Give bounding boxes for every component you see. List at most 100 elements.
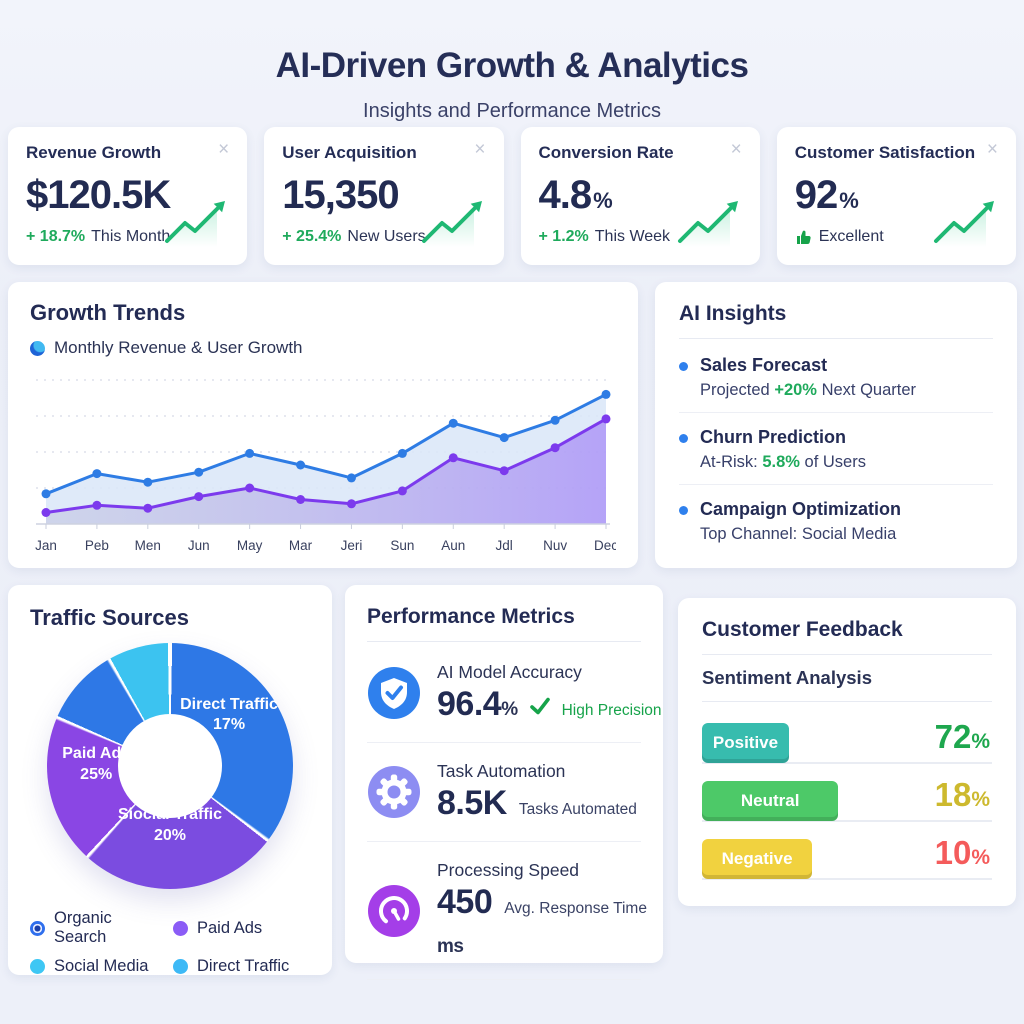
kpi-delta: + 25.4% xyxy=(282,228,342,245)
insight-desc: Projected +20% Next Quarter xyxy=(700,381,917,399)
card-title-customer-feedback: Customer Feedback xyxy=(702,618,903,641)
gauge-icon xyxy=(368,884,420,937)
kpi-value: 15,350 xyxy=(282,173,399,217)
traffic-legend: Organic Search Paid Ads Social Media Dir… xyxy=(30,909,310,976)
card-title-ai-insights: AI Insights xyxy=(679,302,787,325)
kpi-title: User Acquisition xyxy=(282,143,417,162)
bar-track xyxy=(702,878,992,880)
page-header: AI-Driven Growth & Analytics Insights an… xyxy=(0,18,1024,123)
sentiment-value: 72% xyxy=(934,718,990,755)
card-title-performance-metrics: Performance Metrics xyxy=(367,605,575,628)
kpi-card-revenue-growth: Revenue Growth × $120.5K + 18.7% This Mo… xyxy=(8,127,248,265)
growth-line-chart: Jan Peb Men Jun May Mar Jeri Sun Aun Jdl Nuv Dec xyxy=(30,362,618,565)
sentiment-value: 10% xyxy=(934,834,990,871)
kpi-card-conversion-rate: Conversion Rate × 4.8% + 1.2% This Week xyxy=(520,127,760,265)
svg-text:Mar: Mar xyxy=(289,538,313,553)
legend-dot-icon xyxy=(173,959,188,974)
close-icon[interactable]: × xyxy=(218,139,230,160)
sentiment-row: Neutral 18% xyxy=(702,772,992,830)
metric-title: Task Automation xyxy=(437,761,566,781)
legend-item-social-media: Social Media xyxy=(30,957,167,976)
legend-dot-icon xyxy=(173,920,188,936)
insight-item-sales-forecast: Sales Forecast Projected +20% Next Quart… xyxy=(679,351,993,402)
trend-up-icon xyxy=(421,201,482,247)
kpi-card-customer-satisfaction: Customer Satisfaction × 92% Excellent xyxy=(776,127,1016,265)
chart-legend: Monthly Revenue & User Growth xyxy=(30,338,616,358)
svg-text:Jan: Jan xyxy=(35,538,57,553)
kpi-delta-label: This Month xyxy=(91,228,171,245)
traffic-sources-card: Traffic Sources Direct Traffic 17% Paid … xyxy=(8,585,332,975)
check-icon xyxy=(529,697,550,715)
sentiment-row: Positive 72% xyxy=(702,714,992,772)
donut-label-paid-ads: Paid Ads 25% xyxy=(62,744,131,783)
kpi-title: Revenue Growth xyxy=(26,143,162,162)
kpi-title: Conversion Rate xyxy=(538,143,674,162)
metric-note: High Precision xyxy=(561,702,662,719)
bar-track xyxy=(702,820,992,822)
donut-label-direct-traffic: Direct Traffic 17% xyxy=(180,695,278,734)
insight-title: Sales Forecast xyxy=(700,355,828,375)
legend-dot-icon xyxy=(30,340,45,356)
metric-ai-model-accuracy: AI Model Accuracy 96.4% High Precision xyxy=(367,654,662,732)
card-title-traffic-sources: Traffic Sources xyxy=(30,605,189,630)
sentiment-analysis-subtitle: Sentiment Analysis xyxy=(702,667,872,688)
sentiment-bar-neutral: Neutral xyxy=(702,781,839,821)
kpi-title: Customer Satisfaction xyxy=(794,143,976,162)
sentiment-row: Negative 10% xyxy=(702,830,992,888)
ai-insights-card: AI Insights Sales Forecast Projected +20… xyxy=(655,282,1017,568)
insight-title: Campaign Optimization xyxy=(700,499,902,519)
svg-text:Men: Men xyxy=(135,538,161,553)
metric-note: Avg. Response Time xyxy=(504,900,647,917)
legend-label: Monthly Revenue & User Growth xyxy=(54,338,303,357)
kpi-delta-label: This Week xyxy=(594,228,671,245)
customer-feedback-card: Customer Feedback Sentiment Analysis Pos… xyxy=(678,598,1016,906)
close-icon[interactable]: × xyxy=(474,139,486,160)
svg-text:Jeri: Jeri xyxy=(341,538,363,553)
svg-text:May: May xyxy=(237,538,263,553)
page-subtitle: Insights and Performance Metrics xyxy=(363,100,661,122)
kpi-value: 4.8% xyxy=(538,173,613,217)
trend-up-icon xyxy=(934,201,994,247)
insight-item-churn-prediction: Churn Prediction At-Risk: 5.8% of Users xyxy=(679,423,993,474)
sentiment-bar-positive: Positive xyxy=(702,723,789,763)
kpi-card-user-acquisition: User Acquisition × 15,350 + 25.4% New Us… xyxy=(264,127,504,265)
trend-up-icon xyxy=(677,201,738,247)
metric-value: 8.5K xyxy=(437,784,507,822)
legend-dot-icon xyxy=(30,920,45,936)
insight-desc: Top Channel: Social Media xyxy=(700,525,897,543)
growth-trends-card: Growth Trends Monthly Revenue & User Gro… xyxy=(8,282,638,568)
legend-item-organic-search: Organic Search xyxy=(30,909,167,947)
metric-value: 450 ms xyxy=(437,883,493,957)
sentiment-value: 18% xyxy=(934,776,990,813)
insight-title: Churn Prediction xyxy=(700,427,847,447)
card-title-growth-trends: Growth Trends xyxy=(30,300,186,325)
metric-task-automation: Task Automation 8.5K Tasks Automated xyxy=(367,753,641,831)
metric-processing-speed: Processing Speed 450 ms Avg. Response Ti… xyxy=(367,852,647,969)
svg-text:Jun: Jun xyxy=(188,538,210,553)
legend-item-direct-traffic: Direct Traffic xyxy=(173,957,310,976)
close-icon[interactable]: × xyxy=(730,139,742,160)
kpi-delta-label: New Users xyxy=(347,228,426,245)
gear-icon xyxy=(368,766,420,818)
kpi-row: Revenue Growth × $120.5K + 18.7% This Mo… xyxy=(8,127,1016,265)
svg-text:Jdl: Jdl xyxy=(496,538,513,553)
insight-desc: At-Risk: 5.8% of Users xyxy=(700,453,866,471)
sentiment-bar-negative: Negative xyxy=(702,839,813,879)
thumbs-up-icon xyxy=(796,230,811,244)
donut-hole xyxy=(118,714,222,818)
svg-text:Sun: Sun xyxy=(390,538,414,553)
bullet-icon xyxy=(679,362,688,371)
kpi-delta-label: Excellent xyxy=(818,228,884,245)
bullet-icon xyxy=(679,434,688,443)
metric-note: Tasks Automated xyxy=(518,801,637,818)
svg-text:Dec: Dec xyxy=(594,538,616,553)
kpi-delta: + 18.7% xyxy=(26,228,86,245)
kpi-value: $120.5K xyxy=(26,173,171,217)
kpi-value: 92% xyxy=(794,173,859,217)
bullet-icon xyxy=(679,506,688,515)
svg-text:Nuv: Nuv xyxy=(543,538,567,553)
close-icon[interactable]: × xyxy=(986,139,998,160)
legend-dot-icon xyxy=(30,959,45,974)
performance-metrics-card: Performance Metrics AI Model Accuracy 96… xyxy=(345,585,663,980)
